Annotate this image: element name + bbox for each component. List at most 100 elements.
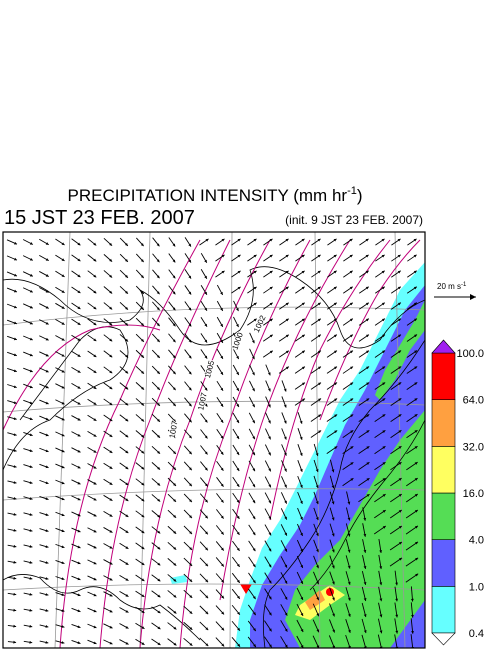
wind-head [140,259,144,263]
wind-head [350,446,354,450]
wind-head [77,322,81,325]
wind-head [301,318,305,322]
wind-head [301,254,305,258]
wind-head [157,402,160,406]
wind-head [299,436,303,440]
wind-head [268,612,272,616]
wind-head [93,434,97,437]
wind-head [366,462,370,465]
wind-head [252,356,255,360]
wind-head [382,478,386,481]
wind-head [61,385,65,389]
wind-head [398,382,402,386]
wind-head [157,482,161,486]
wind-head [204,307,207,311]
wind-head [363,630,367,634]
wind-head [188,467,192,471]
wind-head [204,419,208,423]
wind-head [29,497,33,500]
wind-head [252,420,255,424]
wind-head [350,366,354,370]
wind-head [109,370,113,374]
wind-head [157,642,161,646]
wind-head [172,243,176,247]
wind-head [13,624,17,628]
wind-head [141,482,145,486]
wind-head [285,254,289,258]
title-close: ) [357,186,363,205]
wind-head [398,541,402,545]
colorbar: 0.4 1.0 4.0 16.0 32.0 64.0 100.0 [431,339,484,646]
wind-head [29,576,33,580]
wind-head [221,611,225,615]
wind-head [347,517,351,521]
wind-head [315,469,319,473]
colorbar-label: 1.0 [469,581,484,593]
wind-head [141,562,145,566]
wind-head [333,238,337,242]
wind-head [45,513,49,517]
wind-head [173,546,177,550]
wind-head [45,417,49,421]
wind-head [366,398,370,402]
wind-head [397,254,401,258]
wind-head [29,433,33,437]
wind-head [204,403,208,407]
wind-head [317,366,321,370]
wind-head [414,382,418,386]
wind-head [331,485,335,489]
wind-head [189,515,192,519]
wind-head [173,483,176,486]
wind-head [350,414,354,418]
wind-head [204,451,208,455]
wind-head [301,302,305,306]
wind-head [236,324,239,328]
wind-head [284,468,287,472]
wind-head [93,561,97,565]
wind-head [45,465,49,469]
wind-head [267,372,271,376]
wind-head [93,338,97,342]
wind-head [204,387,208,391]
wind-head [61,465,65,469]
wind-head [283,420,287,424]
wind-head [157,578,161,582]
wind-head [188,483,192,487]
wind-head [252,580,256,584]
wind-head [236,372,239,376]
scale-arrow-label: 20 m s-1 [437,282,467,291]
wind-head [316,645,320,648]
wind-head [61,625,65,628]
wind-head [157,418,160,422]
wind-head [125,258,128,262]
wind-head [252,452,255,456]
wind-head [109,258,113,262]
wind-head [347,597,351,601]
wind-head [268,564,272,568]
wind-head [77,545,81,549]
wind-head [284,644,288,648]
wind-head [237,627,240,631]
wind-head [398,366,402,370]
wind-head [125,450,129,454]
wind-head [172,387,176,391]
wind-head [300,564,303,568]
wind-head [414,494,418,497]
wind-head [253,318,257,322]
wind-head [93,465,97,469]
wind-head [379,550,383,553]
wind-head [77,465,81,469]
wind-head [236,340,239,344]
wind-head [93,322,97,326]
wind-head [268,500,271,504]
wind-head [77,529,81,533]
wind-head [221,254,225,258]
wind-head [332,629,335,633]
wind-head [237,270,241,274]
wind-head [220,419,224,423]
wind-head [13,544,17,548]
wind-head [173,530,177,534]
wind-head [332,581,335,585]
wind-head [125,322,129,326]
